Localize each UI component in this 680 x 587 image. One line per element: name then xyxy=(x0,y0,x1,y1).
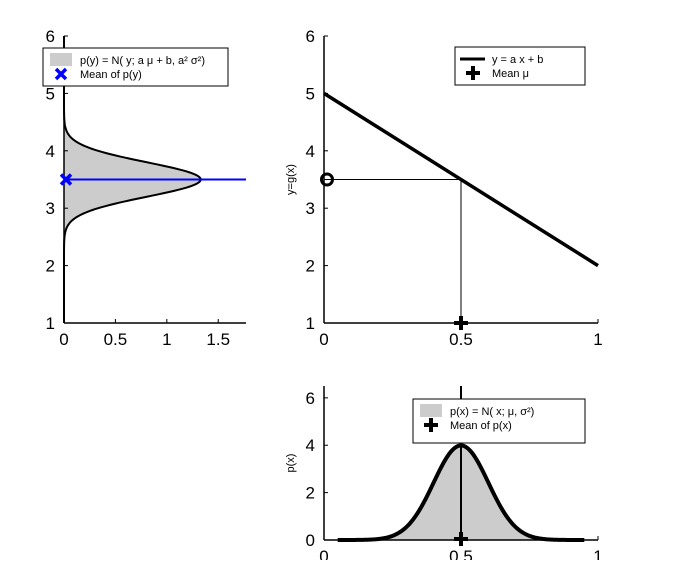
x-tick-label: 1.5 xyxy=(206,330,230,349)
x-tick-label: 0.5 xyxy=(104,330,128,349)
x-tick-label: 1 xyxy=(162,330,171,349)
y-tick-label: 3 xyxy=(46,199,55,218)
legend-fill-swatch xyxy=(420,404,442,417)
legend-box xyxy=(42,47,229,87)
y-tick-label: 2 xyxy=(306,484,315,503)
mean-py-x-marker xyxy=(59,173,73,186)
x-tick-label: 0 xyxy=(319,330,328,349)
y-tick-label: 6 xyxy=(46,27,55,46)
y-tick-label: 3 xyxy=(306,199,315,218)
legend-label: Mean of p(y) xyxy=(80,69,142,81)
plot-linear-map: 0 0.5 1 1 2 3 4 5 6 y=g(x) y = a x + b Mean μ xyxy=(285,27,603,349)
y-axis-label: p(x) xyxy=(285,454,297,473)
y-tick-label: 6 xyxy=(306,389,315,408)
y-tick-label: 4 xyxy=(306,436,315,455)
y-tick-label: 1 xyxy=(306,314,315,333)
projection-guides xyxy=(324,179,462,323)
y-tick-label: 2 xyxy=(306,257,315,276)
y-tick-label: 4 xyxy=(306,142,315,161)
mean-px-plus-marker xyxy=(454,532,468,546)
y-tick-label: 6 xyxy=(306,27,315,46)
legend-label: Mean μ xyxy=(492,68,529,80)
legend-label: p(y) = N( y; a μ + b, a² σ²) xyxy=(80,55,205,67)
y-tick-label: 0 xyxy=(306,531,315,550)
mapped-mean-circle-marker xyxy=(320,172,334,187)
legend-box xyxy=(454,46,586,86)
y-tick-label: 2 xyxy=(46,257,55,276)
x-tick-label: 0.5 xyxy=(449,330,473,349)
crop-mask xyxy=(0,560,680,587)
legend-fill-swatch xyxy=(50,53,72,66)
legend-label: p(x) = N( x; μ, σ²) xyxy=(450,406,534,418)
x-tick-label: 0 xyxy=(319,547,328,566)
y-axis-label: y=g(x) xyxy=(285,164,297,195)
legend-label: Mean of p(x) xyxy=(450,420,512,432)
legend-plus-icon xyxy=(466,66,480,80)
y-tick-label: 4 xyxy=(46,142,55,161)
x-tick-label: 1 xyxy=(593,547,602,566)
plot-py: 0 0.5 1 1.5 1 2 3 4 5 6 p(y) = N( y; a μ + b, a² σ… xyxy=(42,27,246,349)
y-tick-label: 5 xyxy=(306,84,315,103)
x-tick-label: 1 xyxy=(593,330,602,349)
legend-x-icon xyxy=(54,67,68,81)
legend-plus-icon xyxy=(424,418,438,432)
mean-mu-plus-marker xyxy=(454,316,468,330)
x-tick-label: 0 xyxy=(59,330,68,349)
y-tick-label: 5 xyxy=(46,84,55,103)
y-tick-label: 1 xyxy=(46,314,55,333)
legend-label: y = a x + b xyxy=(492,54,543,66)
linear-function-line xyxy=(323,91,599,268)
